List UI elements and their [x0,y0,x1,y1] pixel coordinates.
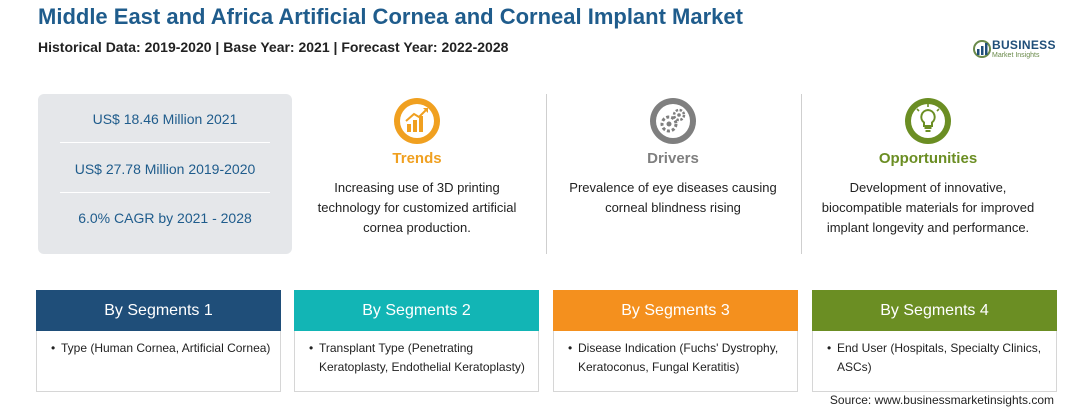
drivers-label: Drivers [647,150,699,167]
stat-market-value-historic: US$ 27.78 Million 2019-2020 [74,161,256,177]
logo-name: BUSINESS [992,38,1056,52]
page-subtitle: Historical Data: 2019-2020 | Base Year: … [38,39,509,55]
segment-card-4: By Segments 4 • End User (Hospitals, Spe… [812,290,1057,392]
segment-1-item-text: Type (Human Cornea, Artificial Cornea) [61,341,271,355]
logo-mark-icon [973,40,991,58]
trends-label: Trends [392,150,442,167]
segment-1-item: • Type (Human Cornea, Artificial Cornea) [51,339,279,358]
stat-market-value-2021: US$ 18.46 Million 2021 [92,111,238,127]
drivers-description: Prevalence of eye diseases causing corne… [569,180,777,215]
logo-tagline: Market Insights [992,52,1040,59]
segment-2-title: By Segments 2 [294,290,539,331]
gears-icon [650,98,696,144]
bullet: • [51,341,56,355]
stat-divider [60,192,270,193]
segment-card-1: By Segments 1 • Type (Human Cornea, Arti… [36,290,281,392]
bullet: • [568,341,573,355]
segment-2-item: • Transplant Type (Penetrating Keratopla… [309,339,537,377]
bullet: • [827,341,832,355]
opportunities-column: Opportunities Development of innovative,… [803,94,1053,264]
column-divider [801,94,802,254]
drivers-column: Drivers Prevalence of eye diseases causi… [548,94,798,264]
opportunities-label: Opportunities [878,150,978,167]
market-stats-panel: US$ 18.46 Million 2021 US$ 27.78 Million… [38,94,292,254]
segment-1-title: By Segments 1 [36,290,281,331]
segment-2-item-text: Transplant Type (Penetrating Keratoplast… [319,341,525,374]
segment-3-item-text: Disease Indication (Fuchs' Dystrophy, Ke… [578,341,779,374]
trends-column: Trends Increasing use of 3D printing tec… [292,94,542,264]
stat-divider [60,142,270,143]
segment-4-title: By Segments 4 [812,290,1057,331]
opportunities-description: Development of innovative, biocompatible… [821,180,1035,235]
segment-card-2: By Segments 2 • Transplant Type (Penetra… [294,290,539,392]
segment-4-item-text: End User (Hospitals, Specialty Clinics, … [837,341,1042,374]
company-logo: BUSINESS Market Insights [972,36,1062,64]
lightbulb-icon [905,98,951,144]
bullet: • [309,341,314,355]
segment-3-item: • Disease Indication (Fuchs' Dystrophy, … [568,339,796,377]
page-title: Middle East and Africa Artificial Cornea… [38,4,743,29]
source-credit: Source: www.businessmarketinsights.com [829,393,1054,407]
segment-4-item: • End User (Hospitals, Specialty Clinics… [827,339,1055,377]
stat-cagr: 6.0% CAGR by 2021 - 2028 [78,210,252,226]
segment-card-3: By Segments 3 • Disease Indication (Fuch… [553,290,798,392]
column-divider [546,94,547,254]
segment-3-title: By Segments 3 [553,290,798,331]
trends-description: Increasing use of 3D printing technology… [317,180,517,235]
trend-chart-icon [394,98,440,144]
